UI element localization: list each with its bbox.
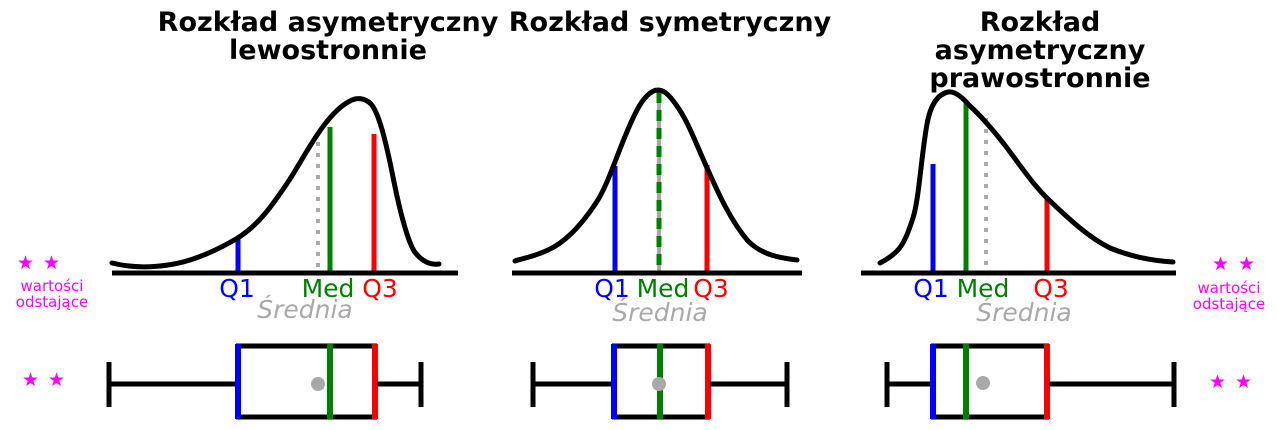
outlier-star-icon: ★ xyxy=(1209,371,1227,393)
q1-label: Q1 xyxy=(219,274,255,303)
mean-dot xyxy=(652,377,666,391)
panel-title-right-skewed: Rozkład asymetryczny prawostronnie xyxy=(929,7,1151,94)
q3-label: Q3 xyxy=(1033,274,1069,303)
outlier-star-icon: ★ xyxy=(48,369,66,391)
panel-title-left-skewed: Rozkład asymetryczny lewostronnie xyxy=(157,7,499,66)
density-curve xyxy=(109,96,442,270)
mean-label: Średnia xyxy=(976,298,1072,327)
outlier-star-icon: ★ xyxy=(1235,371,1253,393)
outlier-star-icon: ★ xyxy=(1238,253,1256,275)
outlier-stars-bottom-left: ★ ★ xyxy=(22,370,65,390)
q1-label: Q1 xyxy=(913,274,949,303)
panel-title-symmetric: Rozkład symetryczny xyxy=(508,7,832,38)
panel-symmetric-graphics xyxy=(512,87,802,420)
mean-dot xyxy=(311,377,325,391)
outlier-star-icon: ★ xyxy=(43,252,61,274)
outlier-stars-top-left: ★ ★ xyxy=(17,253,60,273)
median-label: Med xyxy=(301,274,355,303)
outlier-star-icon: ★ xyxy=(22,369,40,391)
mean-dot xyxy=(976,376,990,390)
panel-left-skewed-graphics xyxy=(106,96,458,420)
density-curve xyxy=(877,89,1176,266)
mean-label: Średnia xyxy=(257,295,353,324)
panel-right-skewed-graphics xyxy=(861,89,1177,420)
outlier-label-right: wartości odstające xyxy=(1192,279,1266,313)
mean-label: Średnia xyxy=(612,298,708,327)
outlier-stars-bottom-right: ★ ★ xyxy=(1209,372,1252,392)
q1-label: Q1 xyxy=(594,274,630,303)
outlier-star-icon: ★ xyxy=(17,252,35,274)
outlier-label-left: wartości odstające xyxy=(15,277,89,311)
outlier-stars-top-right: ★ ★ xyxy=(1212,254,1255,274)
median-label: Med xyxy=(636,274,690,303)
q3-label: Q3 xyxy=(362,274,398,303)
density-curve xyxy=(512,87,800,264)
median-label: Med xyxy=(956,274,1010,303)
q3-label: Q3 xyxy=(693,274,729,303)
outlier-star-icon: ★ xyxy=(1212,253,1230,275)
